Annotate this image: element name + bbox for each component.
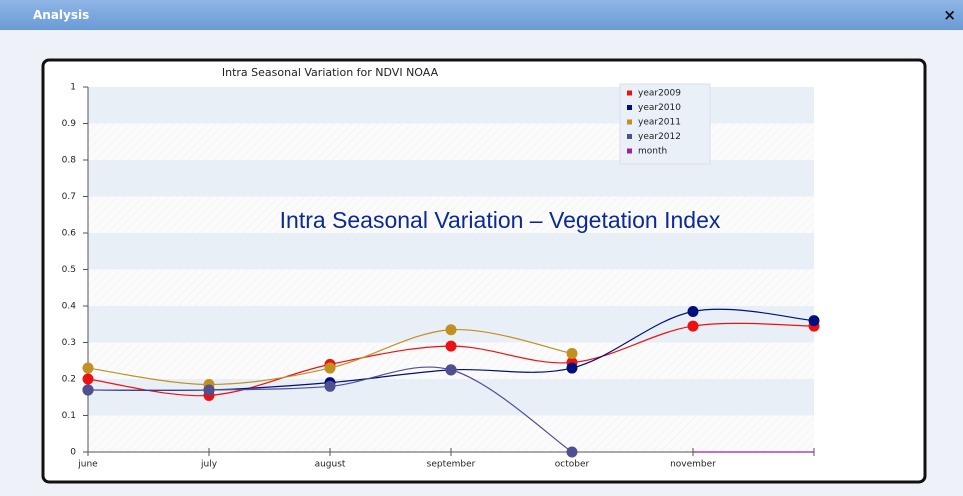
point <box>446 341 457 352</box>
point <box>325 363 336 374</box>
chart-title: Intra Seasonal Variation for NDVI NOAA <box>222 66 439 79</box>
chart: Intra Seasonal Variation for NDVI NOAA 0… <box>0 0 963 496</box>
annotation: Intra Seasonal Variation – Vegetation In… <box>280 207 721 233</box>
y-tick-label: 0.4 <box>62 302 77 312</box>
point <box>688 321 699 332</box>
page: Analysis × Intra Seasonal Variation for … <box>0 0 963 496</box>
legend-label: year2012 <box>638 132 681 142</box>
legend-swatch <box>627 105 632 110</box>
y-tick-label: 0.7 <box>62 192 76 202</box>
y-tick-label: 0.5 <box>62 265 76 275</box>
point <box>204 384 215 395</box>
legend-swatch <box>627 91 632 96</box>
x-tick-label: august <box>315 460 346 470</box>
point <box>446 324 457 335</box>
point <box>83 384 94 395</box>
point <box>567 363 578 374</box>
x-tick-label: october <box>555 460 590 470</box>
legend-label: year2010 <box>638 103 681 113</box>
point <box>688 306 699 317</box>
x-tick-label: july <box>200 460 218 470</box>
legend-swatch <box>627 149 632 154</box>
legend-swatch <box>627 134 632 139</box>
y-tick-label: 0.9 <box>62 119 77 129</box>
grid-band <box>88 160 814 197</box>
y-tick-label: 0.1 <box>62 411 76 421</box>
point <box>325 381 336 392</box>
y-tick-label: 0.2 <box>62 375 76 385</box>
x-tick-label: november <box>670 460 716 470</box>
legend-label: month <box>638 147 667 157</box>
point <box>809 315 820 326</box>
legend-label: year2011 <box>638 118 681 128</box>
y-tick-label: 0.6 <box>62 229 77 239</box>
x-tick-label: september <box>427 460 476 470</box>
y-tick-label: 1 <box>70 83 76 93</box>
point <box>83 374 94 385</box>
point <box>567 348 578 359</box>
y-tick-label: 0.8 <box>62 156 77 166</box>
legend-swatch <box>627 120 632 125</box>
legend-label: year2009 <box>638 89 681 99</box>
grid-band <box>88 233 814 270</box>
point <box>83 363 94 374</box>
point <box>446 364 457 375</box>
x-tick-label: june <box>77 460 98 470</box>
point <box>567 447 578 458</box>
y-tick-label: 0.3 <box>62 338 76 348</box>
y-tick-label: 0 <box>70 448 76 458</box>
